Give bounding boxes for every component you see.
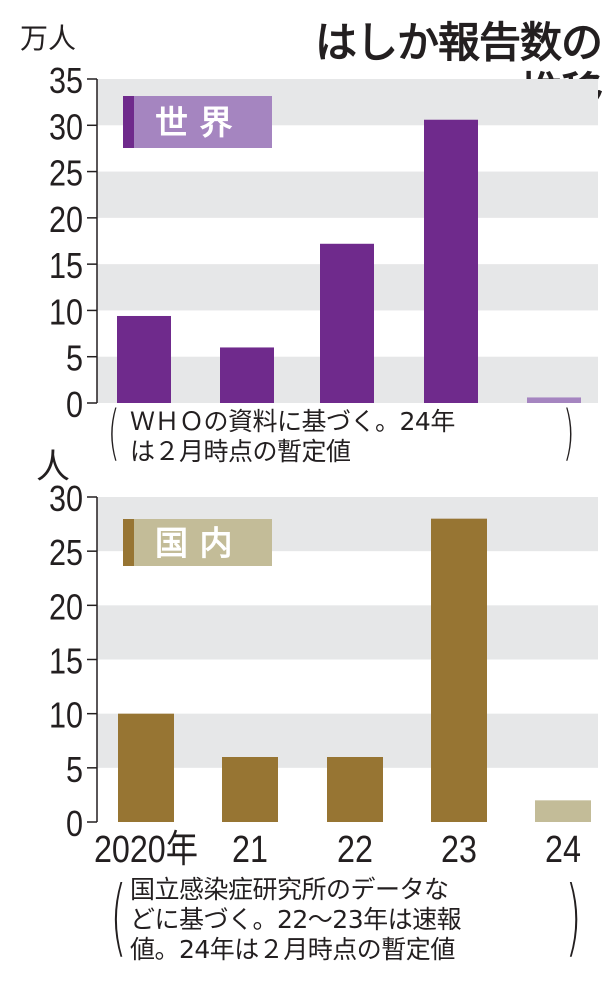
bar-21 [220,347,274,403]
grid-band [97,171,598,218]
grid-band [97,605,598,660]
bar-2020年 [117,315,171,403]
y-tick-label: 5 [66,339,83,379]
bar-24 [527,397,581,403]
y-tick-label: 15 [49,642,83,682]
note-paren-open: ( [107,398,120,468]
note-paren-close: ) [562,398,575,468]
y-tick-label: 0 [66,386,83,426]
x-tick-label: 21 [232,829,268,871]
y-tick-label: 10 [49,293,83,333]
world-note: ＷＨＯの資料に基づく。24年 は２月時点の暫定値 [130,407,455,467]
world-note-line-1: ＷＨＯの資料に基づく。24年 [130,407,455,436]
legend-box [123,519,272,566]
note-paren-open: ( [110,868,127,966]
y-tick-label: 20 [49,201,83,241]
bar-2020年 [118,713,174,822]
legend-swatch [123,96,134,148]
x-tick-label: 24 [545,829,581,871]
x-tick-label: 2020年 [94,829,198,871]
x-tick-label: 22 [337,829,373,871]
legend-label: 国 内 [155,524,233,563]
legend-label: 世 界 [155,103,233,142]
japan-note-line-1: 国立感染症研究所のデータな [130,875,449,904]
legend-box [123,96,272,148]
x-tick-label: 23 [441,829,477,871]
bar-21 [222,757,278,822]
y-tick-label: 30 [49,108,83,148]
bar-23 [431,518,487,822]
bar-23 [424,119,478,403]
y-tick-label: 0 [66,805,83,845]
y-unit-label: 人 [36,447,70,487]
bar-24 [535,800,591,822]
title-line-1: はしか報告数の [314,18,603,67]
bar-22 [327,757,383,822]
y-tick-label: 20 [49,588,83,628]
note-paren-close: ) [565,868,582,966]
world-note-line-2: は２月時点の暫定値 [130,437,351,466]
japan-note-line-3: 値。24年は２月時点の暫定値 [130,935,455,964]
y-tick-label: 10 [49,696,83,736]
y-tick-label: 25 [49,154,83,194]
legend-swatch [123,519,134,566]
japan-note: 国立感染症研究所のデータな どに基づく。22～23年は速報 値。24年は２月時点… [130,875,462,965]
y-unit-label: 万人 [20,22,76,55]
y-tick-label: 30 [49,480,83,520]
y-tick-label: 35 [49,62,83,102]
y-tick-label: 25 [49,534,83,574]
y-tick-label: 5 [66,751,83,791]
y-tick-label: 15 [49,247,83,287]
bar-22 [320,243,374,403]
japan-note-line-2: どに基づく。22～23年は速報 [130,905,462,934]
